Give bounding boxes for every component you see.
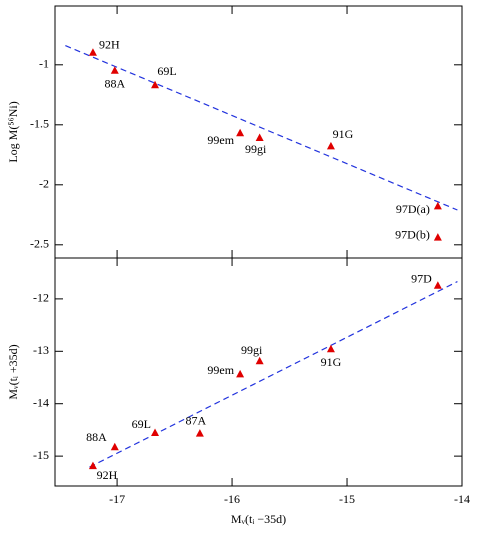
point-label: 91G (321, 355, 342, 369)
data-point (88, 48, 97, 56)
y-axis-label: Mᵥ(tᵢ +35d) (6, 344, 20, 399)
data-point (326, 141, 335, 150)
data-point (195, 429, 204, 437)
point-label: 99gi (241, 343, 263, 357)
plot-frame (54, 257, 463, 487)
data-point (433, 233, 442, 241)
data-point (326, 344, 335, 353)
data-point (433, 201, 442, 210)
point-label: 99em (207, 133, 234, 147)
point-label: 92H (99, 38, 120, 52)
fit-line (65, 45, 458, 211)
x-tick-label: -14 (454, 492, 470, 506)
data-point (110, 442, 119, 451)
x-tick-label: -15 (339, 492, 355, 506)
y-axis-label: Log M(⁵⁶Ni) (6, 101, 20, 162)
data-point (433, 281, 442, 289)
y-tick-label: -1 (39, 57, 49, 71)
y-tick-label: -1.5 (30, 117, 49, 131)
data-point (236, 128, 245, 137)
data-point (236, 369, 245, 378)
point-label: 88A (104, 77, 125, 91)
point-label: 99gi (245, 142, 267, 156)
data-point (151, 80, 160, 89)
point-label: 69L (157, 64, 176, 78)
data-point (255, 356, 264, 365)
y-tick-label: -13 (33, 343, 49, 357)
x-axis-label: Mᵥ(tᵢ −35d) (231, 512, 286, 526)
y-tick-label: -12 (33, 291, 49, 305)
point-label: 91G (333, 127, 354, 141)
point-label: 97D(a) (396, 202, 430, 216)
y-tick-label: -2.5 (30, 237, 49, 251)
point-label: 69L (132, 417, 151, 431)
point-label: 97D(b) (395, 227, 430, 241)
point-label: 87A (186, 413, 207, 427)
data-point (88, 461, 97, 470)
y-tick-label: -15 (33, 448, 49, 462)
data-point (151, 428, 160, 437)
y-tick-label: -2 (39, 177, 49, 191)
point-label: 88A (86, 430, 107, 444)
x-tick-label: -16 (224, 492, 240, 506)
y-tick-label: -14 (33, 395, 49, 409)
point-label: 92H (97, 468, 118, 482)
x-tick-label: -17 (109, 492, 125, 506)
data-point (255, 133, 264, 141)
data-point (110, 66, 119, 74)
point-label: 99em (207, 363, 234, 377)
fit-line (89, 281, 458, 468)
point-label: 97D (411, 272, 432, 286)
